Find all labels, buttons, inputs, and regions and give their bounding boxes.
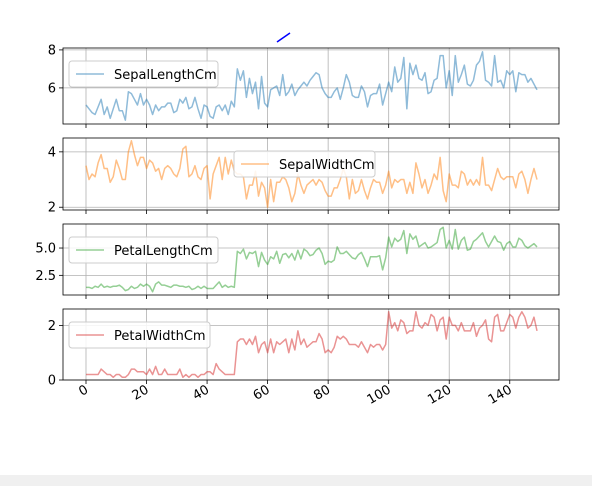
series-line-SepalWidthCm <box>85 140 538 208</box>
series-line-SepalLengthCm <box>85 51 538 121</box>
legend-box <box>68 236 219 264</box>
legend-box <box>68 321 211 349</box>
y-tick-label: 4 <box>48 145 56 160</box>
legend-label: SepalLengthCm <box>114 68 217 83</box>
y-tick-label: 5.0 <box>35 242 56 257</box>
x-tick-label: 60 <box>251 382 273 403</box>
y-tick-label: 0 <box>48 374 56 389</box>
series-line-PetalWidthCm <box>86 310 538 379</box>
legend-label: PetalWidthCm <box>114 329 206 344</box>
y-tick-label: 6 <box>48 81 56 96</box>
legend-box <box>233 150 376 178</box>
figure-canvas: 6 8 SepalLengthCm 2 4 SepalWidthCm 2.5 5.0 Petal… <box>0 0 592 475</box>
legend-PetalWidthCm: PetalWidthCm <box>68 321 211 349</box>
y-tick-label: 2 <box>48 201 56 216</box>
subplot-chart: 6 8 SepalLengthCm 2 4 SepalWidthCm 2.5 5.0 Petal… <box>35 32 560 408</box>
x-tick-label: 40 <box>190 382 212 403</box>
legend-label: SepalWidthCm <box>279 158 375 173</box>
legend-PetalLengthCm: PetalLengthCm <box>68 236 219 264</box>
x-tick-label: 80 <box>311 382 333 403</box>
legend-SepalWidthCm: SepalWidthCm <box>233 150 376 178</box>
subplot-PetalLengthCm: 2.5 5.0 PetalLengthCm <box>35 223 560 299</box>
subplot-SepalLengthCm: 6 8 SepalLengthCm <box>48 43 560 128</box>
axes-frame <box>62 308 560 381</box>
stray-blue-stroke <box>276 32 291 43</box>
legend-label: PetalLengthCm <box>114 244 213 259</box>
x-tick-label: 120 <box>425 382 454 407</box>
y-tick-label: 2.5 <box>35 269 56 284</box>
y-tick-label: 8 <box>48 43 56 58</box>
subplot-SepalWidthCm: 2 4 SepalWidthCm <box>48 137 560 216</box>
x-tick-label: 0 <box>76 382 91 399</box>
axes-frame <box>62 223 560 296</box>
legend-SepalLengthCm: SepalLengthCm <box>68 60 219 88</box>
y-tick-label: 2 <box>48 319 56 334</box>
x-tick-label: 100 <box>365 382 394 407</box>
series-line-PetalLengthCm <box>86 226 538 293</box>
x-tick-label: 140 <box>486 382 515 407</box>
subplot-PetalWidthCm: 0 2 PetalWidthCm <box>48 308 560 389</box>
axes-frame <box>62 137 560 211</box>
legend-box <box>68 60 219 88</box>
x-tick-label: 20 <box>130 382 152 403</box>
axes-frame <box>62 47 560 125</box>
